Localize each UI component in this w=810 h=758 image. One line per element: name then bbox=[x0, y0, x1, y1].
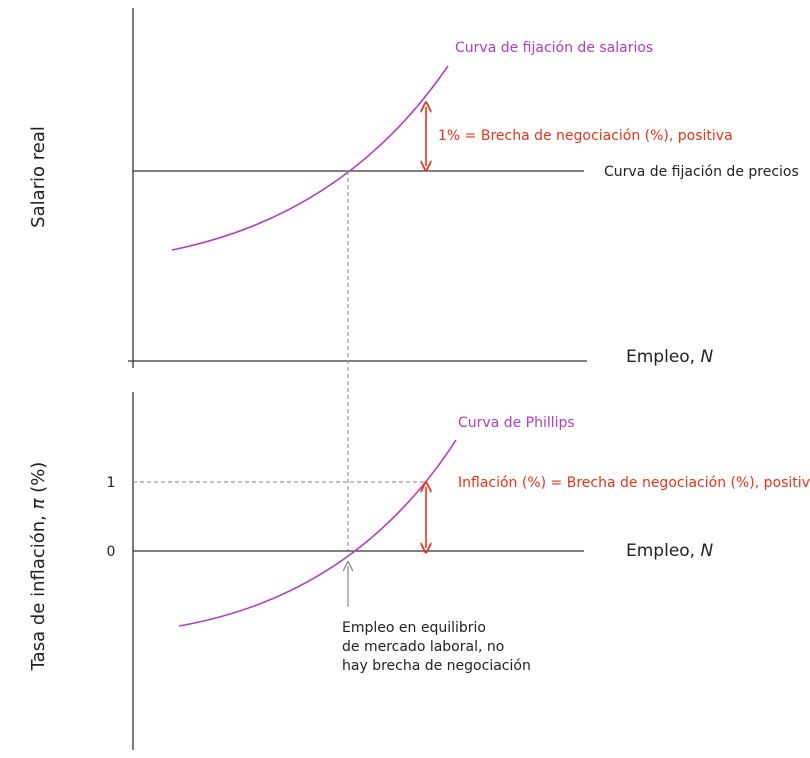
phillips-curve bbox=[178, 439, 457, 627]
top-y-axis-label: Salario real bbox=[28, 126, 49, 228]
y-tick-0: 0 bbox=[107, 544, 116, 560]
phillips-curve-label: Curva de Phillips bbox=[458, 415, 575, 431]
price-setting-curve-label: Curva de fijación de precios bbox=[604, 164, 799, 180]
equilibrium-note: Empleo en equilibrio de mercado laboral,… bbox=[342, 620, 531, 674]
top-x-axis-label: Empleo, N bbox=[626, 347, 713, 367]
bottom-x-axis-label: Empleo, N bbox=[626, 541, 713, 561]
wage-setting-curve bbox=[171, 65, 449, 251]
y-tick-1: 1 bbox=[107, 475, 116, 491]
wage-setting-curve-label: Curva de fijación de salarios bbox=[455, 40, 653, 56]
bottom-y-axis-label: Tasa de inflación, π (%) bbox=[28, 462, 49, 672]
bargaining-gap-label: 1% = Brecha de negociación (%), positiva bbox=[438, 128, 733, 144]
inflation-label: Inflación (%) = Brecha de negociación (%… bbox=[458, 475, 810, 491]
